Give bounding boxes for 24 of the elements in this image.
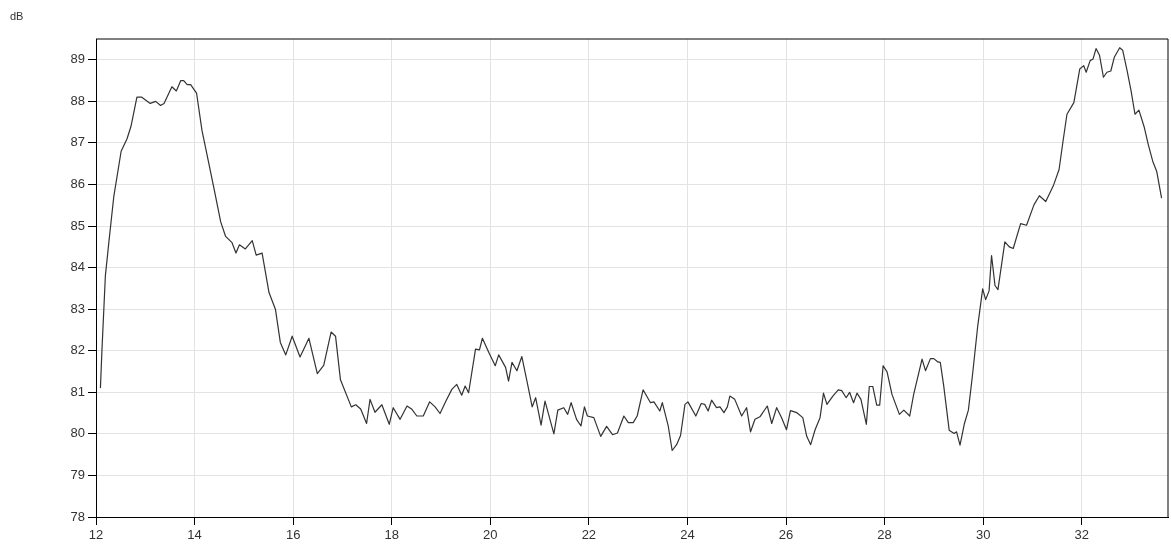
y-tick-label: 78 [70, 508, 85, 524]
y-tick-label: 85 [70, 217, 85, 233]
y-tick-label: 81 [70, 383, 85, 399]
x-tick-label: 16 [285, 527, 301, 543]
y-tick-label: 88 [70, 92, 85, 108]
y-tick-label: 83 [70, 300, 85, 316]
x-tick-label: 12 [88, 527, 104, 543]
y-tick-label: 79 [70, 467, 85, 483]
y-tick-label: 80 [70, 425, 85, 441]
x-tick-label: 24 [680, 527, 695, 543]
x-tick-label: 20 [483, 527, 498, 543]
y-tick-label: 87 [70, 134, 85, 150]
x-tick-label: 28 [877, 527, 892, 543]
y-tick-label: 86 [70, 176, 85, 192]
x-tick-label: 30 [975, 527, 991, 543]
x-tick-label: 14 [187, 527, 202, 543]
y-tick-label: 84 [70, 259, 85, 275]
y-tick-label: 89 [70, 51, 85, 67]
x-tick-label: 32 [1074, 527, 1089, 543]
x-tick-label: 22 [581, 527, 597, 543]
x-tick-label: 26 [778, 527, 794, 543]
x-tick-label: 18 [384, 527, 399, 543]
y-axis-title: dB [10, 10, 24, 23]
y-tick-label: 82 [70, 342, 85, 358]
